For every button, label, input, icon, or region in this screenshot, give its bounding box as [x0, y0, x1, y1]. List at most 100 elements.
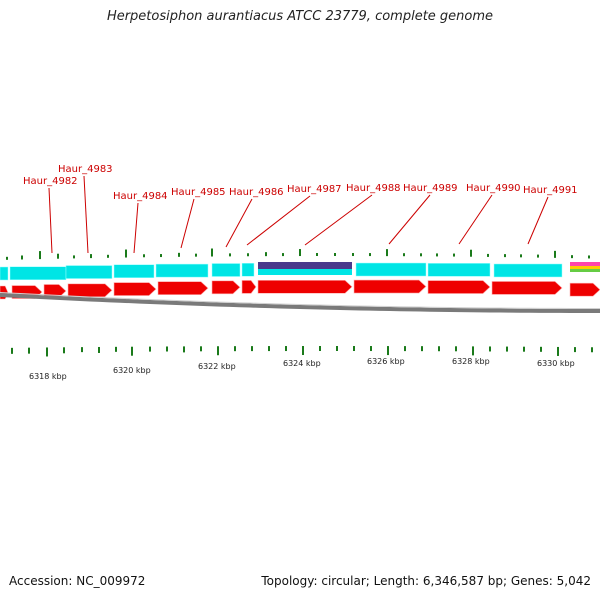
gene-label-connector — [225, 198, 253, 248]
gc-tick — [421, 346, 423, 352]
genome-backbone — [0, 292, 600, 313]
gc-tick — [571, 255, 573, 259]
gc-tick — [472, 346, 474, 356]
gc-tick — [217, 346, 219, 356]
forward-cds-block — [258, 269, 352, 275]
gc-tick — [302, 346, 304, 356]
reverse-cds-lane — [0, 279, 600, 300]
gc-tick — [21, 255, 23, 260]
kbp-label: 6324 kbp — [283, 359, 321, 368]
gc-tick — [438, 346, 440, 352]
gc-tick — [353, 346, 355, 352]
gc-tick — [352, 253, 354, 257]
gc-tick — [251, 346, 253, 352]
gc-tick — [574, 347, 576, 353]
reverse-cds-arrow — [353, 279, 427, 294]
gc-tick — [57, 253, 59, 259]
gc-tick — [591, 347, 593, 353]
gc-tick — [319, 346, 321, 352]
gene-label: Haur_4982 — [23, 176, 78, 187]
reverse-cds-arrow — [113, 282, 157, 296]
gc-tick — [234, 346, 236, 352]
gc-tick — [183, 346, 185, 353]
kbp-label: 6328 kbp — [452, 357, 490, 366]
gene-label: Haur_4991 — [523, 185, 578, 196]
gc-tick — [268, 346, 270, 352]
reverse-cds-arrow — [241, 280, 257, 294]
gene-label: Haur_4989 — [403, 183, 458, 194]
gc-tick — [285, 346, 287, 352]
gc-tick — [506, 346, 508, 352]
gc-tick — [537, 254, 539, 258]
forward-cds-block — [9, 266, 67, 281]
gc-tick — [63, 347, 65, 354]
gc-tick — [403, 253, 405, 257]
gc-tick — [107, 254, 109, 258]
gc-tick — [404, 346, 406, 352]
forward-cds-block — [355, 262, 427, 277]
forward-cds-block — [211, 263, 241, 277]
gc-tick — [6, 256, 8, 260]
gc-tick — [334, 253, 336, 257]
backbone-arc — [0, 293, 600, 313]
gc-tick — [453, 253, 455, 257]
gc-tick — [370, 346, 372, 352]
genome-summary: Topology: circular; Length: 6,346,587 bp… — [261, 574, 591, 588]
gc-tick — [436, 253, 438, 257]
gc-tick — [520, 254, 522, 258]
gc-tick — [98, 346, 100, 353]
gene-label-connector — [388, 194, 431, 245]
gc-tick — [554, 250, 556, 258]
gc-tick — [247, 253, 249, 257]
gc-tick — [11, 347, 13, 354]
gene-label-connector — [83, 175, 89, 254]
map-title: Herpetosiphon aurantiacus ATCC 23779, co… — [106, 9, 494, 24]
gc-tick — [487, 253, 489, 257]
reverse-cds-arrow — [157, 281, 209, 295]
kbp-label: 6318 kbp — [29, 372, 67, 381]
gene-label: Haur_4985 — [171, 187, 226, 198]
gc-tick — [470, 249, 472, 257]
gc-content-ticks-bottom — [11, 346, 593, 357]
gc-tick — [523, 346, 525, 352]
reverse-cds-arrow — [427, 280, 491, 294]
feature-block-pink — [570, 262, 600, 266]
gc-tick — [540, 346, 542, 352]
gc-tick — [387, 346, 389, 356]
gene-label-connector — [48, 187, 53, 254]
gc-tick — [420, 253, 422, 257]
gc-tick — [39, 251, 41, 260]
gc-tick — [504, 254, 506, 258]
gene-label: Haur_4984 — [113, 191, 168, 202]
gc-tick — [200, 346, 202, 352]
kbp-scale: 6318 kbp 6320 kbp 6322 kbp 6324 kbp 6326 kbp… — [29, 357, 575, 381]
gc-tick — [195, 253, 197, 257]
gc-tick — [125, 249, 127, 258]
gc-tick — [557, 346, 559, 356]
feature-block-green — [570, 269, 600, 272]
gc-tick — [299, 249, 301, 257]
kbp-label: 6320 kbp — [113, 366, 151, 375]
gc-tick — [211, 248, 213, 257]
gene-label: Haur_4987 — [287, 184, 342, 195]
backbone-highlight — [0, 292, 600, 309]
highlight-cds-block — [258, 262, 352, 269]
forward-cds-block — [241, 263, 255, 277]
forward-cds-lane — [0, 262, 600, 281]
gc-tick — [73, 255, 75, 259]
gene-label: Haur_4983 — [58, 164, 113, 175]
kbp-label: 6326 kbp — [367, 357, 405, 366]
gc-tick — [178, 252, 180, 257]
gene-label: Haur_4988 — [346, 183, 401, 194]
gene-label: Haur_4990 — [466, 183, 521, 194]
forward-cds-block — [493, 263, 563, 278]
reverse-cds-arrow — [569, 282, 600, 297]
reverse-cds-arrow — [67, 283, 113, 298]
gc-tick — [386, 249, 388, 257]
gc-tick — [160, 254, 162, 258]
gene-label-connector — [458, 194, 493, 245]
forward-cds-block — [155, 263, 209, 278]
gene-label-connector — [304, 194, 373, 246]
